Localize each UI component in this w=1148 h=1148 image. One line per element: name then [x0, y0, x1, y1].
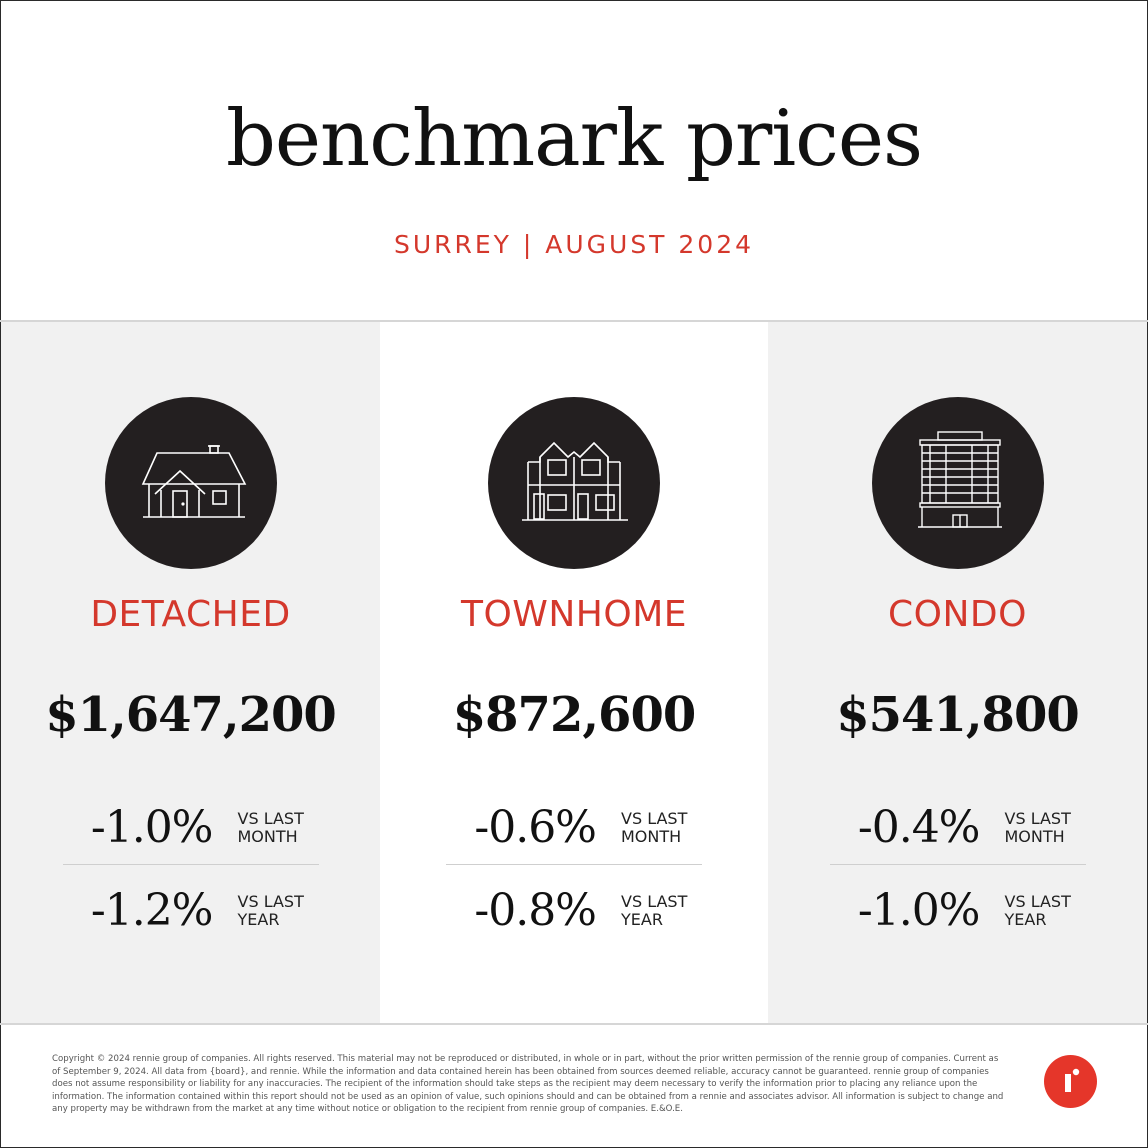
- caption-line-2: YEAR: [621, 910, 663, 929]
- year-change-row: -0.8% VS LAST YEAR: [380, 885, 768, 945]
- caption-line-1: VS LAST: [1004, 892, 1071, 911]
- caption-line-2: YEAR: [1004, 910, 1047, 929]
- month-change-caption: VS LAST MONTH: [1005, 810, 1115, 846]
- header-divider: [0, 320, 1148, 322]
- header: benchmark prices SURREY | AUGUST 2024: [0, 0, 1148, 321]
- benchmark-price: $872,600: [452, 687, 697, 743]
- property-type-label: TOWNHOME: [460, 594, 688, 635]
- month-change-value: -0.4%: [857, 802, 981, 853]
- caption-line-1: VS LAST: [621, 892, 688, 911]
- month-change-row: -0.6% VS LAST MONTH: [380, 802, 768, 862]
- townhome-icon: [488, 397, 660, 569]
- month-change-caption: VS LAST MONTH: [621, 810, 731, 846]
- year-change-caption: VS LAST YEAR: [1005, 893, 1115, 929]
- caption-line-2: MONTH: [237, 827, 298, 846]
- page-subtitle: SURREY | AUGUST 2024: [393, 230, 755, 259]
- caption-line-1: VS LAST: [621, 809, 688, 828]
- property-type-label: DETACHED: [90, 594, 291, 635]
- month-change-value: -0.6%: [474, 802, 597, 853]
- footer-divider: [0, 1023, 1148, 1025]
- caption-line-1: VS LAST: [1004, 809, 1071, 828]
- month-change-row: -0.4% VS LAST MONTH: [768, 802, 1147, 862]
- townhome-column: TOWNHOME $872,600 -0.6% VS LAST MONTH -0…: [380, 322, 768, 1023]
- caption-line-2: YEAR: [237, 910, 280, 929]
- caption-line-1: VS LAST: [237, 892, 304, 911]
- year-change-row: -1.0% VS LAST YEAR: [768, 885, 1147, 945]
- caption-line-1: VS LAST: [237, 809, 304, 828]
- condo-building-icon: [871, 397, 1044, 569]
- year-change-row: -1.2% VS LAST YEAR: [1, 885, 380, 945]
- price-columns: DETACHED $1,647,200 -1.0% VS LAST MONTH …: [0, 322, 1148, 1023]
- year-change-value: -1.2%: [90, 885, 214, 936]
- benchmark-price: $1,647,200: [45, 687, 337, 743]
- detached-column: DETACHED $1,647,200 -1.0% VS LAST MONTH …: [1, 322, 380, 1023]
- rennie-logo-icon: [1044, 1055, 1097, 1108]
- disclaimer-text: Copyright © 2024 rennie group of compani…: [52, 1054, 1004, 1114]
- month-change-value: -1.0%: [90, 802, 214, 853]
- footer: Copyright © 2024 rennie group of compani…: [0, 1025, 1148, 1147]
- house-icon: [104, 397, 277, 569]
- year-change-value: -1.0%: [857, 885, 981, 936]
- caption-line-2: MONTH: [1004, 827, 1065, 846]
- stat-divider: [62, 864, 319, 865]
- year-change-caption: VS LAST YEAR: [621, 893, 731, 929]
- caption-line-2: MONTH: [621, 827, 682, 846]
- month-change-caption: VS LAST MONTH: [238, 810, 348, 846]
- condo-column: CONDO $541,800 -0.4% VS LAST MONTH -1.0%…: [768, 322, 1147, 1023]
- stat-divider: [829, 864, 1086, 865]
- month-change-row: -1.0% VS LAST MONTH: [1, 802, 380, 862]
- year-change-value: -0.8%: [474, 885, 597, 936]
- benchmark-price: $541,800: [836, 687, 1080, 743]
- stat-divider: [446, 864, 702, 865]
- property-type-label: CONDO: [888, 594, 1027, 635]
- year-change-caption: VS LAST YEAR: [238, 893, 348, 929]
- page-title: benchmark prices: [225, 94, 923, 184]
